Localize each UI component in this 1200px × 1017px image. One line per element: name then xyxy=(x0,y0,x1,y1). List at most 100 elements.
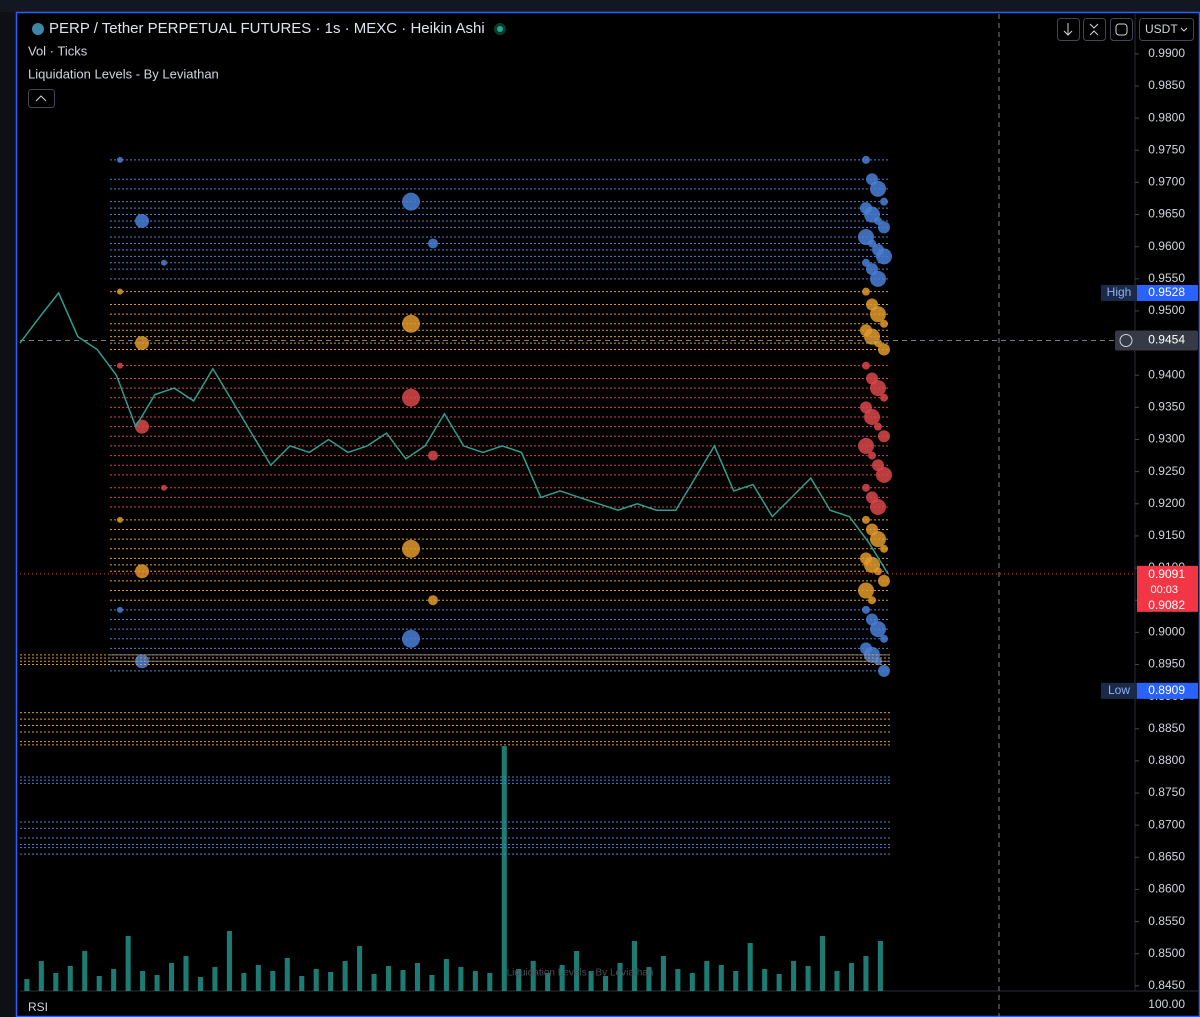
liquidation-bubble xyxy=(117,156,123,163)
y-tick-label: 0.8550 xyxy=(1148,914,1185,928)
maximize-button[interactable] xyxy=(1110,18,1133,41)
volume-bar xyxy=(400,970,406,991)
rsi-label[interactable]: RSI xyxy=(28,1000,48,1014)
volume-bar xyxy=(386,966,392,991)
symbol-title[interactable]: PERP / Tether PERPETUAL FUTURES · 1s · M… xyxy=(49,20,485,37)
volume-bar xyxy=(631,941,638,991)
y-tick-label: 0.9500 xyxy=(1148,303,1185,317)
liquidation-bubble xyxy=(135,213,149,228)
currency-label[interactable]: USDT xyxy=(1145,22,1178,36)
liquidation-bubble xyxy=(880,197,888,206)
liquidation-bubble xyxy=(880,544,888,553)
last-price: 0.9091 xyxy=(1148,567,1185,581)
y-tick-label: 0.8700 xyxy=(1148,817,1185,831)
symbol-icon[interactable] xyxy=(32,23,44,35)
y-tick-label: 0.9350 xyxy=(1148,400,1185,414)
volume-bar xyxy=(443,959,449,991)
liquidation-bubble xyxy=(878,664,890,677)
y-tick-label: 0.9150 xyxy=(1148,528,1185,542)
volume-bar xyxy=(328,972,334,991)
y-tick-label: 0.9900 xyxy=(1148,46,1185,60)
volume-bar xyxy=(660,956,666,991)
liquidation-bubble xyxy=(858,437,874,454)
liquidation-bubble xyxy=(878,430,890,443)
volume-bar xyxy=(342,961,348,991)
liquidation-bubble xyxy=(874,567,882,576)
volume-bar xyxy=(226,931,232,991)
liquidation-bubble xyxy=(428,238,438,249)
collapse-pane-button[interactable] xyxy=(1083,18,1106,41)
y-tick-label: 0.8650 xyxy=(1148,849,1185,863)
volume-bar xyxy=(487,973,493,991)
volume-bar xyxy=(154,975,160,991)
volume-bar xyxy=(516,969,522,991)
volume-bar xyxy=(501,746,507,991)
volume-bar xyxy=(530,961,536,991)
liquidation-indicator[interactable]: Liquidation Levels - By Leviathan xyxy=(28,66,219,81)
liquidation-bubble xyxy=(874,422,882,431)
y-tick-label: 0.8850 xyxy=(1148,721,1185,735)
collapse-icon xyxy=(35,95,47,102)
liquidation-bubble xyxy=(870,270,886,287)
volume-bar xyxy=(834,971,840,991)
volume-bar xyxy=(646,967,652,991)
volume-bar xyxy=(675,969,681,991)
maximize-icon xyxy=(1115,23,1128,36)
liquidation-bubble xyxy=(868,451,876,460)
marker-name: Low xyxy=(1108,683,1130,697)
y-tick-label: 0.8600 xyxy=(1148,882,1185,896)
top-strip xyxy=(0,0,1200,12)
volume-bar xyxy=(588,971,594,991)
liquidation-bubble xyxy=(876,466,892,483)
volume-bar xyxy=(111,969,117,991)
volume-bar xyxy=(776,974,782,991)
collapse-button[interactable] xyxy=(28,89,55,108)
liquidation-bubble xyxy=(135,564,149,579)
y-tick-label: 0.9200 xyxy=(1148,496,1185,510)
y-tick-label: 0.9400 xyxy=(1148,367,1185,381)
volume-bar xyxy=(82,951,88,991)
y-tick-label: 0.9650 xyxy=(1148,207,1185,221)
open-price: 0.9082 xyxy=(1148,598,1185,612)
volume-bar xyxy=(472,971,478,991)
volume-bar xyxy=(255,965,261,991)
volume-bar xyxy=(169,963,175,991)
marker-price: 0.8909 xyxy=(1148,683,1185,697)
rsi-value: 100.00 xyxy=(1148,997,1185,1011)
volume-bar xyxy=(791,961,797,991)
volume-bar xyxy=(762,969,768,991)
y-tick-label: 0.9600 xyxy=(1148,239,1185,253)
liquidation-bubble xyxy=(862,605,870,614)
currency-button[interactable] xyxy=(1139,18,1194,41)
volume-bar xyxy=(38,961,44,991)
volume-bar xyxy=(183,956,189,991)
liquidation-bubble xyxy=(870,306,886,323)
volume-bar xyxy=(805,966,811,991)
watermark: Liquidation Levels - By Leviathan xyxy=(507,968,654,979)
volume-bar xyxy=(820,936,826,991)
y-tick-label: 0.9700 xyxy=(1148,175,1185,189)
volume-bar xyxy=(848,963,855,991)
volume-bar xyxy=(197,977,204,991)
crosshair-label: 0.9454 xyxy=(1148,333,1185,347)
liquidation-bubble xyxy=(117,516,123,523)
volume-indicator[interactable]: Vol · Ticks xyxy=(28,43,88,58)
volume-bar xyxy=(718,965,724,991)
marker-price: 0.9528 xyxy=(1148,285,1185,299)
dropdown-icon xyxy=(1180,27,1188,32)
scroll-button[interactable] xyxy=(1057,18,1080,41)
volume-bar xyxy=(603,976,609,991)
volume-bar xyxy=(704,961,710,991)
volume-bar xyxy=(733,971,739,991)
y-tick-label: 0.8450 xyxy=(1148,978,1185,992)
marker-price-box xyxy=(1137,284,1198,301)
volume-bar xyxy=(53,973,59,991)
volume-bar xyxy=(863,956,869,991)
volume-bar xyxy=(125,936,131,991)
liquidation-bubble xyxy=(870,180,886,197)
y-tick-label: 0.9550 xyxy=(1148,271,1185,285)
liquidation-bubble xyxy=(870,531,886,548)
liquidation-bubble xyxy=(858,582,874,599)
